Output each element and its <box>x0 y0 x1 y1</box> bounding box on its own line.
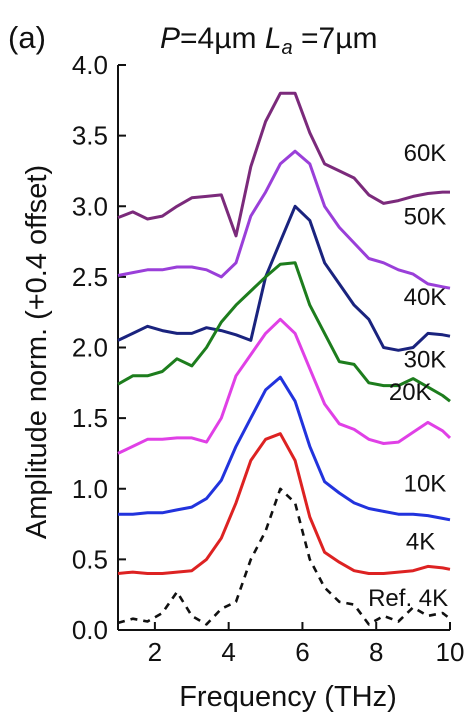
series-line-2 <box>117 204 451 352</box>
series-group <box>117 91 452 626</box>
axes: 0.0 0.5 1.0 1.5 2.0 2.5 3.0 3.5 4.0 2 4 6 8 10 <box>72 50 465 667</box>
series-labels: 60K 50K 40K 30K 20K 10K 4K Ref. 4K <box>368 140 448 612</box>
series-line-4 <box>117 317 452 455</box>
x-tick-label: 4 <box>221 637 235 667</box>
series-line-6 <box>117 432 451 575</box>
y-tick-label: 0.5 <box>72 544 108 574</box>
y-tick-label: 4.0 <box>72 50 108 80</box>
series-label-1: 50K <box>404 204 447 231</box>
y-tick-label: 1.0 <box>72 474 108 504</box>
series-label-6: 4K <box>406 528 435 555</box>
series-line-1 <box>117 149 451 290</box>
y-tick-label: 1.5 <box>72 403 108 433</box>
series-line-3 <box>117 261 451 403</box>
series-label-7: Ref. 4K <box>368 585 448 612</box>
x-tick-label: 10 <box>436 637 465 667</box>
chart-title: P=4µm La =7µm <box>160 22 377 59</box>
series-label-2: 40K <box>404 284 447 311</box>
panel-label: (a) <box>8 20 46 55</box>
y-axis-label: Amplitude norm. (+0.4 offset) <box>21 165 53 539</box>
y-tick-label: 2.5 <box>72 262 108 292</box>
y-tick-label: 2.0 <box>72 333 108 363</box>
x-tick-label: 6 <box>295 637 309 667</box>
x-axis-label: Frequency (THz) <box>179 681 397 713</box>
x-tick-label: 8 <box>369 637 383 667</box>
series-line-5 <box>118 375 451 522</box>
series-label-0: 60K <box>404 140 447 167</box>
y-tick-label: 3.0 <box>72 191 108 221</box>
series-label-4: 20K <box>389 379 432 406</box>
y-tick-label: 0.0 <box>72 615 108 645</box>
series-line-7 <box>117 487 451 626</box>
x-tick-label: 2 <box>148 637 162 667</box>
y-tick-label: 3.5 <box>72 121 108 151</box>
series-label-3: 30K <box>404 346 447 373</box>
series-line-0 <box>117 91 450 238</box>
series-label-5: 10K <box>404 471 447 498</box>
